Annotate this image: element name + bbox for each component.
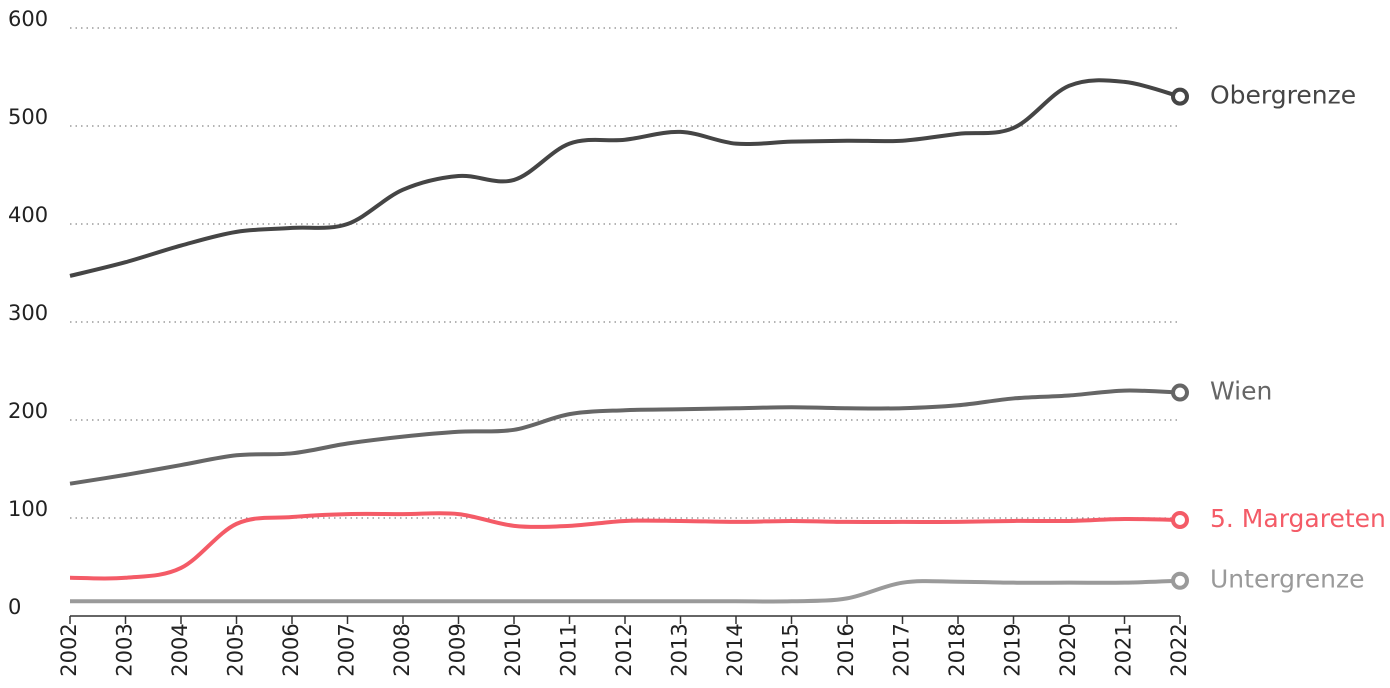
y-tick-label: 500 (8, 105, 48, 129)
x-tick-label: 2020 (1056, 623, 1080, 676)
x-tick-label: 2011 (557, 623, 581, 676)
x-tick-label: 2007 (335, 623, 359, 676)
y-tick-label: 400 (8, 203, 48, 227)
y-tick-label: 100 (8, 497, 48, 521)
end-marker (1171, 571, 1189, 590)
end-marker (1171, 87, 1189, 106)
x-tick-label: 2012 (612, 623, 636, 676)
series-label: Wien (1210, 377, 1272, 406)
series-label: 5. Margareten (1210, 504, 1386, 533)
series-line (69, 78, 1181, 278)
x-tick-label: 2008 (390, 623, 414, 676)
x-tick-label: 2006 (279, 623, 303, 676)
x-tick-label: 2005 (224, 623, 248, 676)
x-tick-label: 2022 (1167, 623, 1191, 676)
series-line (69, 578, 1181, 604)
x-tick-label: 2017 (890, 623, 914, 676)
y-tick-label: 600 (8, 7, 48, 31)
x-tick-label: 2013 (668, 623, 692, 676)
end-marker (1171, 383, 1189, 402)
series-label: Untergrenze (1210, 565, 1365, 594)
x-tick-label: 2016 (834, 623, 858, 676)
x-tick-label: 2014 (723, 623, 747, 676)
y-tick-label: 0 (8, 595, 21, 619)
x-tick-label: 2021 (1112, 623, 1136, 676)
x-tick-label: 2004 (168, 623, 192, 676)
series-line (69, 388, 1181, 486)
x-tick-label: 2019 (1001, 623, 1025, 676)
x-tick-label: 2015 (779, 623, 803, 676)
x-tick-label: 2003 (113, 623, 137, 676)
y-tick-label: 200 (8, 399, 48, 423)
x-tick-label: 2018 (945, 623, 969, 676)
series-line (69, 511, 1181, 581)
x-tick-label: 2009 (446, 623, 470, 676)
x-tick-label: 2002 (57, 623, 81, 676)
series-label: Obergrenze (1210, 81, 1356, 110)
x-tick-label: 2010 (501, 623, 525, 676)
end-marker (1171, 510, 1189, 529)
y-tick-label: 300 (8, 301, 48, 325)
